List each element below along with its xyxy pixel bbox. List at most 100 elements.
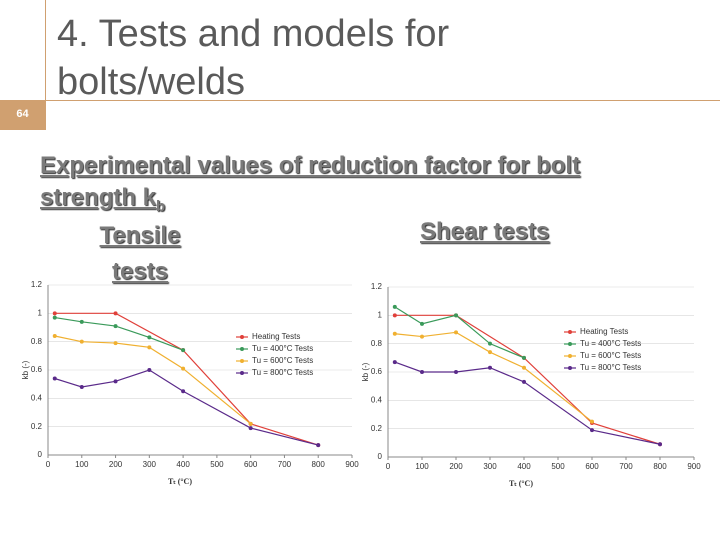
- point: [52, 311, 57, 316]
- x-tick-label: 700: [619, 462, 633, 471]
- x-tick-label: 900: [345, 460, 359, 469]
- legend-entry: Tu = 600°C Tests: [252, 356, 313, 365]
- y-tick-label: 0.2: [31, 422, 43, 431]
- point: [248, 426, 253, 431]
- point: [113, 341, 118, 346]
- legend-marker: [568, 366, 572, 370]
- y-tick-label: 0.6: [371, 367, 383, 376]
- x-tick-label: 200: [449, 462, 463, 471]
- x-tick-label: 100: [75, 460, 89, 469]
- legend-entry: Tu = 600°C Tests: [580, 351, 641, 360]
- series-line: [394, 306, 525, 359]
- title-rule: [45, 100, 720, 101]
- point: [392, 313, 397, 318]
- point: [248, 421, 253, 426]
- y-tick-label: 1: [378, 310, 383, 319]
- point: [488, 341, 492, 346]
- legend-entry: Tu = 800°C Tests: [580, 363, 641, 372]
- slide-title: 4. Tests and models for bolts/welds: [57, 13, 450, 103]
- point: [147, 368, 152, 372]
- x-tick-label: 700: [278, 460, 292, 469]
- point: [522, 365, 526, 370]
- point: [522, 379, 526, 384]
- point: [52, 315, 57, 320]
- legend-marker: [240, 359, 244, 363]
- y-tick-label: 1.2: [371, 282, 383, 291]
- x-tick-label: 500: [551, 462, 565, 471]
- y-tick-label: 0.2: [371, 424, 383, 433]
- x-tick-label: 300: [143, 460, 157, 469]
- point: [113, 324, 118, 329]
- point: [181, 389, 186, 394]
- x-tick-label: 600: [585, 462, 599, 471]
- y-tick-label: 0.8: [31, 337, 43, 346]
- legend-marker: [568, 330, 572, 334]
- point: [181, 366, 186, 371]
- series-line: [394, 331, 593, 423]
- heading-sub: b: [156, 197, 166, 215]
- point: [454, 370, 458, 374]
- point: [113, 379, 118, 384]
- x-tick-label: 500: [210, 460, 224, 469]
- page-number: 64: [16, 108, 29, 120]
- y-tick-label: 0: [38, 450, 43, 459]
- legend-entry: Tu = 400°C Tests: [252, 344, 313, 353]
- y-tick-label: 1: [38, 308, 43, 317]
- legend-marker: [240, 335, 244, 339]
- shear-label: Shear tests: [420, 218, 550, 245]
- series-line: [54, 316, 184, 351]
- heading-text: Experimental values of reduction factor …: [40, 152, 581, 211]
- x-tick-label: 800: [312, 460, 326, 469]
- point: [392, 331, 397, 336]
- x-tick-label: 0: [46, 460, 51, 469]
- point: [454, 313, 458, 318]
- x-tick-label: 800: [653, 462, 667, 471]
- point: [113, 311, 118, 316]
- point: [590, 419, 594, 424]
- title-rule-v: [45, 0, 46, 130]
- series-line: [54, 335, 252, 425]
- point: [147, 345, 152, 350]
- x-tick-label: 400: [176, 460, 190, 469]
- point: [590, 428, 594, 433]
- heading: Experimental values of reduction factor …: [40, 150, 610, 223]
- x-tick-label: 200: [109, 460, 123, 469]
- point: [316, 443, 321, 448]
- point: [181, 348, 186, 353]
- point: [392, 304, 397, 309]
- y-axis-label: kb (-): [361, 362, 370, 381]
- y-tick-label: 0.4: [371, 395, 383, 404]
- legend-entry: Tu = 400°C Tests: [580, 339, 641, 348]
- x-tick-label: 300: [483, 462, 497, 471]
- x-tick-label: 0: [386, 462, 391, 471]
- point: [488, 365, 492, 370]
- y-axis-label: kb (-): [21, 360, 30, 379]
- point: [420, 370, 424, 374]
- point: [454, 330, 458, 335]
- point: [420, 334, 424, 339]
- legend-marker: [568, 354, 572, 358]
- x-tick-label: 100: [415, 462, 429, 471]
- y-tick-label: 0.8: [371, 339, 383, 348]
- point: [147, 335, 152, 340]
- legend-entry: Heating Tests: [252, 332, 300, 341]
- legend-entry: Tu = 800°C Tests: [252, 368, 313, 377]
- point: [522, 355, 526, 360]
- point: [392, 360, 397, 365]
- point: [79, 319, 84, 324]
- x-axis-label: Tₜ (°C): [509, 479, 533, 488]
- point: [658, 442, 662, 447]
- point: [52, 376, 57, 381]
- y-tick-label: 0.4: [31, 393, 43, 402]
- y-tick-label: 0.6: [31, 365, 43, 374]
- legend-marker: [568, 342, 572, 346]
- tensile-label: Tensile tests: [99, 222, 181, 285]
- x-axis-label: Tₜ (°C): [168, 477, 192, 486]
- point: [488, 350, 492, 355]
- point: [420, 321, 424, 326]
- point: [79, 385, 84, 389]
- point: [79, 339, 84, 344]
- x-tick-label: 600: [244, 460, 258, 469]
